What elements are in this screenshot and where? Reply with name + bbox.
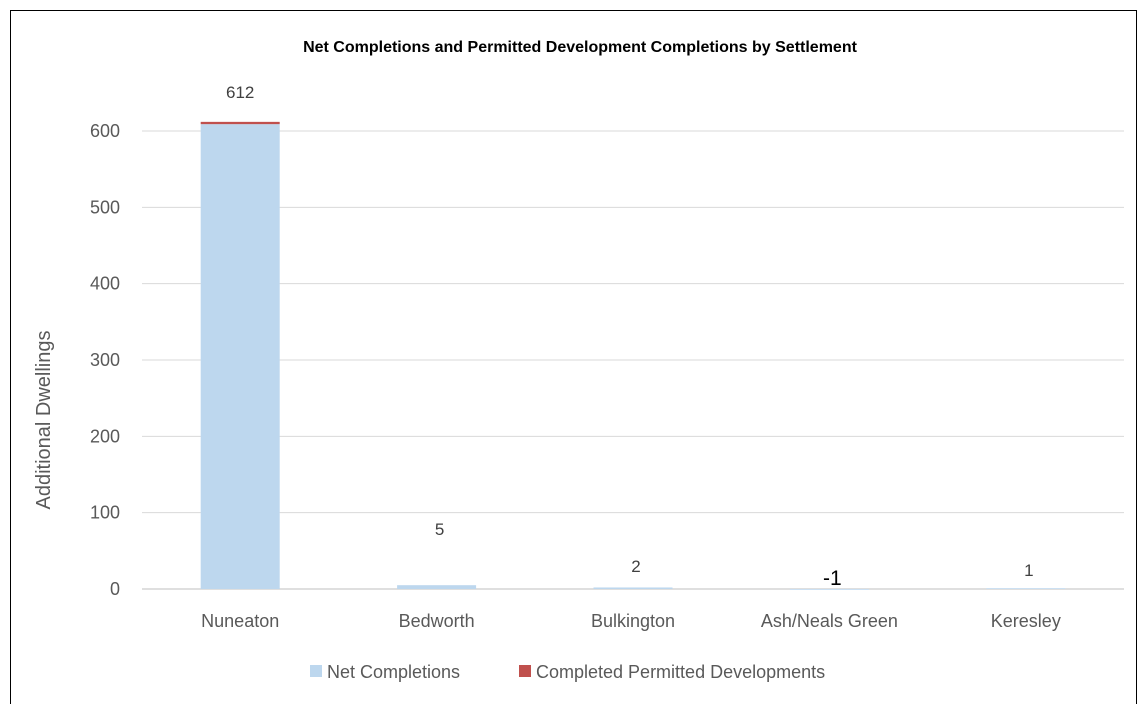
- data-labels: 612 5 2 -1 1: [226, 83, 1034, 590]
- data-label: 612: [226, 83, 254, 102]
- y-tick-label: 600: [90, 121, 120, 141]
- x-category-label: Bulkington: [591, 611, 675, 631]
- y-tick-label: 0: [110, 579, 120, 599]
- y-tick-label: 400: [90, 274, 120, 294]
- y-tick-label: 200: [90, 426, 120, 446]
- bar-net-completions: [594, 587, 673, 589]
- x-category-label: Keresley: [991, 611, 1061, 631]
- y-axis-ticks: 0 100 200 300 400 500 600: [90, 121, 120, 599]
- x-category-label: Ash/Neals Green: [761, 611, 898, 631]
- chart-title: Net Completions and Permitted Developmen…: [303, 39, 858, 56]
- x-category-label: Nuneaton: [201, 611, 279, 631]
- bar-net-completions: [397, 585, 476, 589]
- legend-label: Net Completions: [327, 662, 460, 682]
- bars: [201, 122, 1066, 590]
- bar-net-completions: [201, 124, 280, 589]
- data-label: 1: [1024, 561, 1033, 580]
- bar-completed-permitted-developments: [201, 122, 280, 124]
- y-tick-label: 100: [90, 503, 120, 523]
- x-axis-categories: Nuneaton Bedworth Bulkington Ash/Neals Gree…: [201, 611, 1061, 631]
- y-tick-label: 300: [90, 350, 120, 370]
- y-axis-label: Additional Dwellings: [33, 331, 55, 510]
- gridlines: [142, 131, 1124, 589]
- bar-net-completions: [986, 588, 1065, 589]
- legend-label: Completed Permitted Developments: [536, 662, 825, 682]
- y-tick-label: 500: [90, 197, 120, 217]
- legend-swatch: [519, 665, 531, 677]
- x-category-label: Bedworth: [399, 611, 475, 631]
- data-label: 5: [435, 520, 444, 539]
- legend: Net Completions Completed Permitted Devel…: [310, 662, 825, 682]
- data-label: -1: [823, 567, 842, 590]
- legend-swatch: [310, 665, 322, 677]
- data-label: 2: [631, 557, 640, 576]
